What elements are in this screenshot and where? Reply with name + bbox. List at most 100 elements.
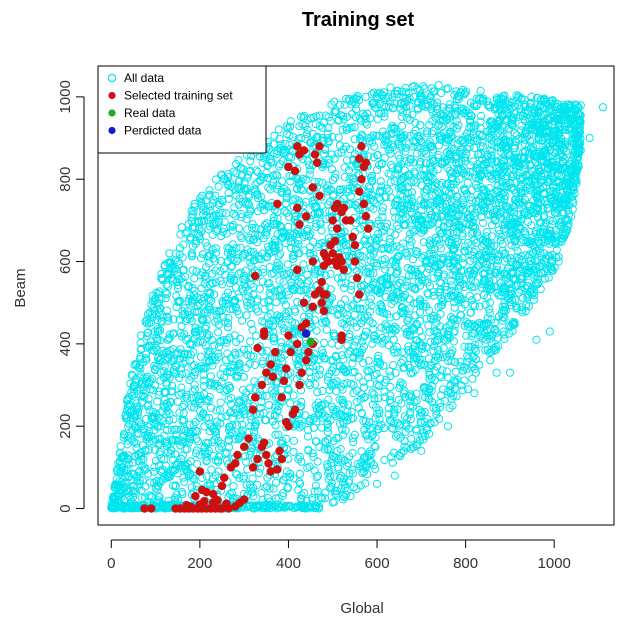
- data-point-all: [283, 124, 292, 133]
- data-point-all: [271, 478, 281, 487]
- data-point-all: [303, 126, 312, 135]
- data-point-all: [507, 295, 517, 305]
- data-point-all: [476, 172, 485, 181]
- data-point-all: [466, 308, 476, 317]
- data-point-all: [276, 312, 285, 321]
- data-point-all: [173, 397, 182, 406]
- data-point-all: [139, 425, 148, 434]
- data-point-all: [192, 446, 201, 455]
- data-point-all: [363, 284, 372, 293]
- data-point-all: [429, 274, 438, 283]
- data-point-all: [225, 279, 235, 288]
- data-point-all: [500, 306, 509, 315]
- data-point-all: [533, 186, 542, 195]
- data-point-all: [390, 124, 399, 133]
- data-point-all: [279, 488, 288, 498]
- data-point-all: [214, 182, 223, 191]
- data-point-all: [424, 182, 433, 191]
- data-point-all: [402, 249, 411, 258]
- data-point-all: [368, 339, 377, 348]
- data-point-all: [454, 135, 463, 144]
- data-point-all: [421, 276, 430, 285]
- data-point-all: [500, 330, 509, 339]
- data-point-all: [170, 266, 179, 276]
- data-point-all: [338, 431, 348, 440]
- data-point-all: [386, 382, 395, 392]
- data-point-all: [544, 273, 553, 282]
- data-point-all: [189, 348, 198, 357]
- data-point-all: [190, 371, 199, 380]
- data-point-all: [197, 284, 206, 293]
- data-point-all: [139, 392, 148, 401]
- data-point-all: [320, 354, 329, 363]
- data-point-all: [444, 84, 453, 93]
- data-point-all: [230, 408, 239, 418]
- data-point-all: [284, 290, 293, 299]
- data-point-all: [446, 112, 455, 121]
- data-point-all: [268, 171, 278, 180]
- data-point-all: [482, 253, 491, 262]
- data-point-all: [386, 193, 396, 202]
- data-point-all: [507, 283, 517, 292]
- data-point-all: [476, 117, 485, 126]
- data-point-all: [339, 194, 348, 203]
- data-point-all: [423, 127, 432, 136]
- data-point-all: [310, 466, 319, 475]
- data-point-all: [212, 406, 221, 415]
- data-point-all: [318, 349, 327, 358]
- data-point-all: [226, 275, 235, 284]
- data-point-all: [393, 405, 402, 414]
- data-point-all: [270, 453, 280, 462]
- data-point-all: [313, 457, 322, 466]
- data-point-all: [173, 348, 182, 357]
- data-point-all: [464, 385, 473, 394]
- data-point-all: [392, 257, 401, 266]
- data-point-all: [265, 484, 274, 493]
- data-point-all: [332, 387, 341, 396]
- data-point-all: [423, 185, 432, 195]
- data-point-all: [530, 271, 539, 280]
- data-point-all: [235, 434, 244, 443]
- data-point-all: [170, 495, 180, 504]
- data-point-all: [289, 447, 298, 456]
- data-point-all: [162, 410, 171, 419]
- data-point-all: [339, 417, 348, 426]
- data-point-all: [205, 186, 214, 195]
- data-point-all: [290, 250, 299, 259]
- data-point-all: [357, 282, 366, 291]
- data-point-all: [570, 161, 579, 170]
- data-point-all: [506, 292, 515, 301]
- data-point-all: [163, 335, 172, 344]
- data-point-all: [438, 385, 448, 394]
- data-point-all: [136, 331, 146, 340]
- data-point-all: [289, 251, 298, 261]
- data-point-all: [370, 247, 379, 256]
- data-point-all: [496, 105, 505, 114]
- data-point-all: [156, 368, 165, 377]
- data-point-all: [361, 118, 370, 127]
- data-point-all: [303, 432, 313, 441]
- data-point-all: [153, 346, 162, 355]
- data-point-all: [412, 217, 421, 226]
- data-point-all: [378, 239, 387, 248]
- data-point-all: [116, 442, 125, 451]
- data-point-all: [185, 376, 194, 385]
- data-point-all: [302, 130, 311, 139]
- data-point-all: [367, 90, 376, 99]
- data-point-all: [379, 260, 388, 269]
- data-point-all: [304, 446, 313, 455]
- data-point-all: [266, 310, 275, 319]
- data-point-all: [439, 344, 448, 353]
- data-point-all: [411, 246, 420, 255]
- data-point-all: [529, 121, 538, 130]
- data-point-all: [520, 195, 530, 204]
- data-point-all: [399, 215, 408, 224]
- data-point-all: [323, 462, 332, 472]
- data-point-all: [409, 350, 418, 359]
- data-point-all: [331, 106, 340, 115]
- data-point-all: [469, 221, 478, 230]
- data-point-all: [146, 478, 155, 487]
- data-point-all: [507, 116, 516, 125]
- data-point-all: [433, 121, 442, 130]
- data-point-all: [344, 400, 353, 409]
